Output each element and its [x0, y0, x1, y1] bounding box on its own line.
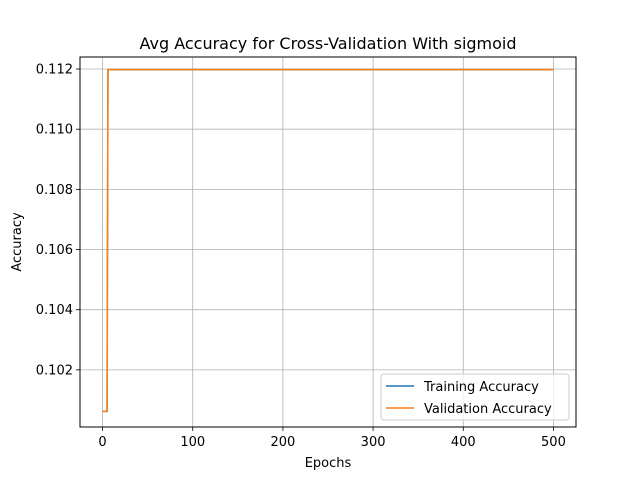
legend-label-training-accuracy: Training Accuracy: [423, 380, 539, 395]
y-tick-label: 0.108: [36, 183, 73, 198]
x-tick-label: 0: [98, 435, 106, 450]
y-axis-ticks: 0.102 0.104 0.106 0.108 0.110 0.112: [36, 63, 80, 378]
x-tick-label: 300: [361, 435, 386, 450]
plot-frame: [79, 56, 577, 428]
series-line-validation-accuracy: [102, 68, 554, 413]
y-tick-label: 0.104: [36, 303, 73, 318]
x-tick-label: 100: [180, 435, 205, 450]
grid: [80, 57, 576, 427]
y-tick-label: 0.110: [36, 123, 73, 138]
y-axis-label: Accuracy: [10, 212, 25, 272]
y-tick-label: 0.102: [36, 363, 73, 378]
x-tick-label: 500: [541, 435, 566, 450]
x-axis-ticks: 0 100 200 300 400 500: [98, 427, 566, 450]
x-tick-label: 400: [451, 435, 476, 450]
legend-label-validation-accuracy: Validation Accuracy: [424, 402, 552, 417]
y-tick-label: 0.112: [36, 63, 73, 78]
x-axis-label: Epochs: [305, 456, 352, 471]
chart-title: Avg Accuracy for Cross-Validation With s…: [139, 34, 516, 53]
y-tick-label: 0.106: [36, 243, 73, 258]
x-tick-label: 200: [270, 435, 295, 450]
legend-box: [380, 373, 570, 421]
legend: Training Accuracy Validation Accuracy: [380, 373, 570, 421]
series-lines: [102, 68, 554, 413]
